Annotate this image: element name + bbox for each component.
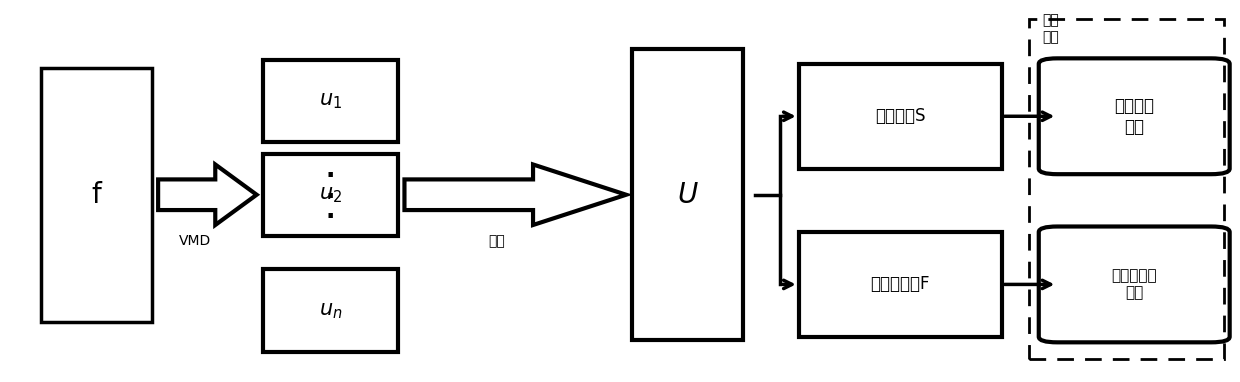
Text: 周期
重构: 周期 重构 [1043,13,1059,44]
FancyBboxPatch shape [263,154,398,236]
Text: ·
·
·: · · · [326,164,335,229]
Text: $U$: $U$ [677,181,698,209]
Polygon shape [404,165,626,225]
FancyBboxPatch shape [799,232,1002,337]
Text: f: f [92,181,102,209]
Text: $u_2$: $u_2$ [319,185,342,205]
FancyBboxPatch shape [263,60,398,142]
Text: 时域信号S: 时域信号S [875,107,925,125]
Text: 二维时域
数据: 二维时域 数据 [1115,97,1154,136]
FancyBboxPatch shape [41,68,153,322]
Text: $u_n$: $u_n$ [319,301,342,320]
Polygon shape [159,165,257,225]
FancyBboxPatch shape [1039,58,1230,174]
FancyBboxPatch shape [1039,227,1230,342]
Text: 过滤: 过滤 [489,234,505,248]
Text: 二维时频域
数据: 二维时频域 数据 [1111,268,1157,301]
Text: VMD: VMD [179,234,211,248]
FancyBboxPatch shape [263,269,398,352]
FancyBboxPatch shape [632,49,743,340]
Text: $u_1$: $u_1$ [319,91,342,111]
Text: 时频域信号F: 时频域信号F [870,275,930,293]
FancyBboxPatch shape [799,64,1002,168]
